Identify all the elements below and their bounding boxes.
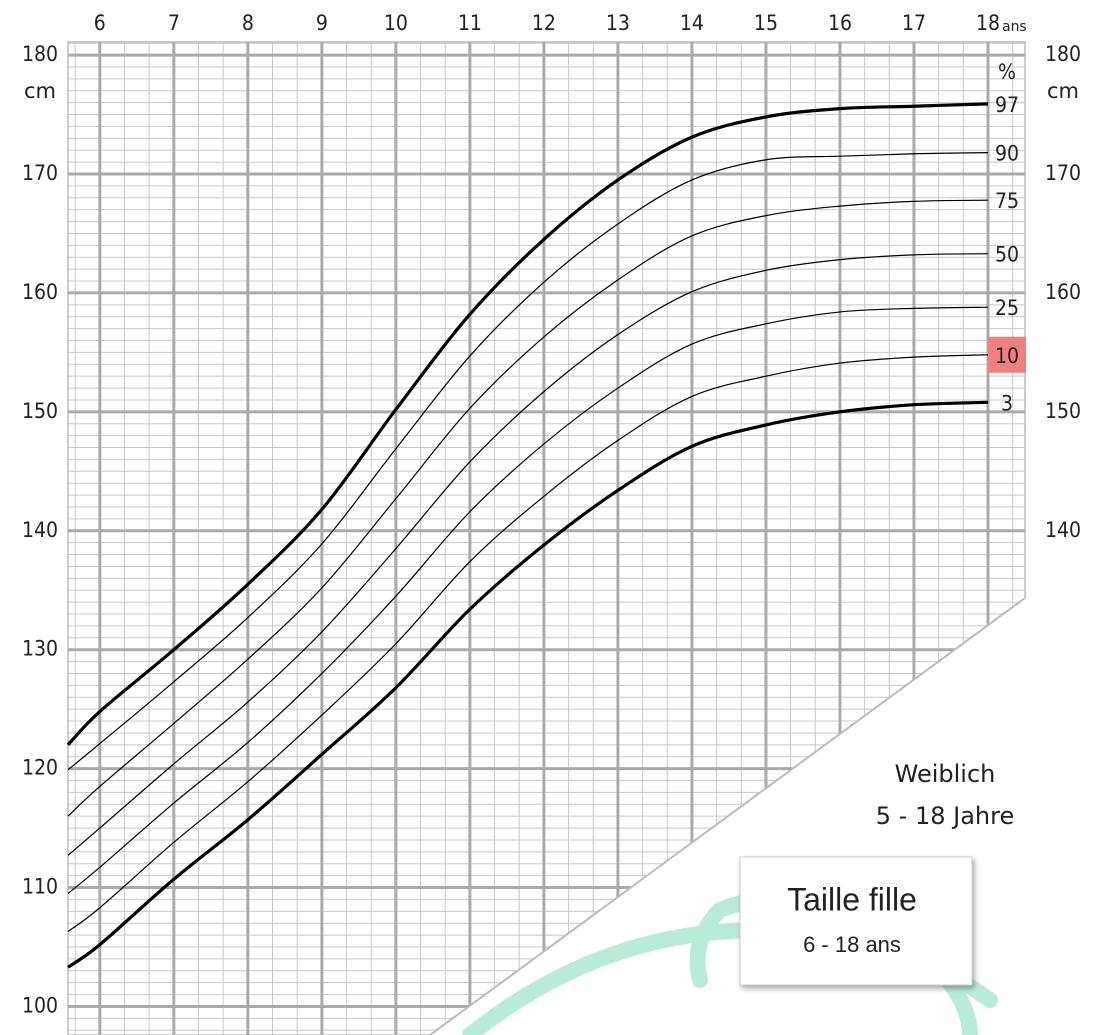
legend-label: 3 [1001,391,1013,415]
legend-label: 10 [995,344,1019,368]
x-tick-label: 6 [94,11,106,35]
y2-axis-unit: cm [1047,79,1079,103]
x-tick-label: 16 [828,11,852,35]
box-title: Taille fille [787,881,917,917]
x-tick-label: 10 [384,11,408,35]
x-tick-label: 8 [242,11,254,35]
x-tick-label: 12 [532,11,556,35]
legend-label: 90 [995,142,1019,166]
x-axis-unit: ans [1002,19,1027,35]
y-tick-label: 110 [22,875,58,899]
y2-tick-label: 150 [1045,399,1081,423]
label-box [740,857,972,985]
annotation: 5 - 18 Jahre [876,802,1014,830]
legend-label: 97 [995,93,1019,117]
x-tick-label: 9 [316,11,328,35]
y-tick-label: 160 [22,280,58,304]
x-tick-label: 18 [976,11,1000,35]
y-tick-label: 100 [22,993,58,1017]
legend-label: 25 [995,296,1019,320]
annotation: Weiblich [895,760,996,788]
y-tick-label: 180 [22,42,58,66]
y-tick-label: 150 [22,399,58,423]
x-tick-label: 15 [754,11,778,35]
percent-label: % [998,60,1016,84]
x-tick-label: 11 [458,11,482,35]
box-subtitle: 6 - 18 ans [803,932,901,957]
y-tick-label: 130 [22,637,58,661]
y2-tick-label: 160 [1045,280,1081,304]
legend-label: 75 [995,189,1019,213]
y-tick-label: 170 [22,161,58,185]
x-tick-label: 7 [168,11,180,35]
y-tick-label: 120 [22,756,58,780]
y-axis-unit: cm [24,79,56,103]
x-tick-label: 14 [680,11,704,35]
x-tick-label: 17 [902,11,926,35]
y2-tick-label: 170 [1045,161,1081,185]
y2-tick-label: 180 [1045,42,1081,66]
y-tick-label: 140 [22,518,58,542]
y2-tick-label: 140 [1045,518,1081,542]
legend-label: 50 [995,243,1019,267]
x-tick-label: 13 [606,11,630,35]
chart: 6 7 8 9 10 11 12 13 14 15 16 17 18ans 100 110 120 130 140… [0,0,1096,1035]
